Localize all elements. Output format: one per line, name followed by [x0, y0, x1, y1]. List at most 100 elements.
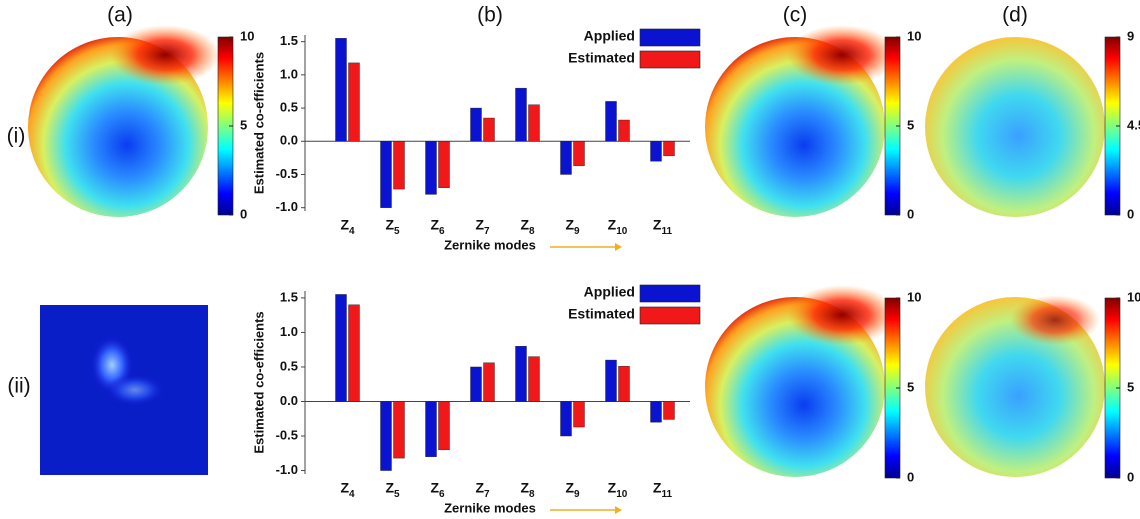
x-axis-label: Zernike modes	[444, 500, 536, 515]
wavefront-map	[1010, 295, 1100, 345]
bar	[336, 294, 347, 401]
y-tick-label: -0.5	[276, 166, 298, 181]
y-axis-label: Estimated co-efficients	[251, 52, 266, 194]
bar	[606, 101, 617, 141]
row-label: (ii)	[7, 375, 30, 398]
colorbar-tick-label: 5	[907, 379, 914, 394]
bar	[381, 401, 392, 470]
wavefront-map	[787, 285, 897, 345]
x-tick-label: Z8	[520, 480, 535, 500]
bar	[529, 357, 540, 402]
bar	[561, 401, 572, 436]
bar	[574, 401, 585, 427]
y-tick-label: 1.5	[280, 33, 298, 48]
bar	[664, 401, 675, 419]
bar	[439, 141, 450, 187]
wavefront-map	[787, 25, 897, 85]
colorbar-tick-label: 10	[240, 28, 254, 43]
x-tick-label: Z8	[520, 217, 535, 237]
y-tick-label: 0.5	[280, 99, 298, 114]
bar	[394, 401, 405, 458]
legend-swatch	[640, 51, 700, 68]
x-tick-label: Z9	[565, 217, 580, 237]
bar	[651, 401, 662, 422]
bar	[516, 88, 527, 141]
arrow-head	[615, 243, 622, 251]
y-tick-label: 1.0	[280, 66, 298, 81]
colorbar-tick-label: 10	[907, 28, 921, 43]
colorbar-tick-label: 0	[240, 206, 247, 221]
wavefront-map	[110, 25, 220, 85]
colorbar-tick-label: 10	[1127, 289, 1140, 304]
bar	[471, 108, 482, 141]
x-tick-label: Z6	[430, 217, 445, 237]
x-tick-label: Z11	[653, 480, 673, 500]
x-tick-label: Z6	[430, 480, 445, 500]
bar	[471, 367, 482, 402]
bar	[606, 360, 617, 401]
legend-swatch	[640, 307, 700, 324]
x-tick-label: Z5	[385, 217, 400, 237]
legend-label: Applied	[584, 28, 635, 44]
colorbar-tick-label: 4.5	[1127, 117, 1140, 132]
row-label: (i)	[7, 125, 26, 148]
panel-label: (c)	[783, 4, 808, 27]
bar	[484, 363, 495, 402]
colorbar-tick-label: 5	[907, 117, 914, 132]
colorbar-tick-label: 5	[1127, 379, 1134, 394]
bar	[426, 141, 437, 194]
bar	[426, 401, 437, 456]
bar	[619, 120, 630, 141]
panel-label: (d)	[1002, 4, 1028, 27]
colorbar-tick-label: 0	[1127, 206, 1134, 221]
x-tick-label: Z5	[385, 480, 400, 500]
x-tick-label: Z4	[340, 217, 355, 237]
panel-label: (b)	[477, 4, 503, 27]
x-tick-label: Z9	[565, 480, 580, 500]
bar	[561, 141, 572, 174]
colorbar-tick-label: 0	[1127, 469, 1134, 484]
legend-swatch	[640, 285, 700, 302]
bar	[381, 141, 392, 207]
panel-label: (a)	[107, 4, 133, 27]
y-tick-label: 0.0	[280, 133, 298, 148]
x-tick-label: Z7	[475, 480, 490, 500]
y-tick-label: -0.5	[276, 427, 298, 442]
y-tick-label: 1.5	[280, 289, 298, 304]
legend-label: Applied	[584, 284, 635, 300]
colorbar-tick-label: 5	[240, 117, 247, 132]
bar	[664, 141, 675, 156]
x-axis-label: Zernike modes	[444, 237, 536, 252]
bar	[439, 401, 450, 449]
figure: (a) (b) (c) (d) (i) (ii) 1.5 1.0 0.5 0.0 -0.…	[0, 0, 1140, 519]
y-tick-label: 0.0	[280, 393, 298, 408]
psf-spot	[105, 374, 165, 406]
x-tick-label: Z4	[340, 480, 355, 500]
bar	[336, 38, 347, 141]
bar	[574, 141, 585, 166]
legend-label: Estimated	[568, 306, 635, 322]
x-tick-label: Z10	[608, 217, 628, 237]
x-tick-label: Z10	[608, 480, 628, 500]
colorbar-tick-label: 9	[1127, 28, 1134, 43]
colorbar-tick-label: 0	[907, 206, 914, 221]
bar	[651, 141, 662, 161]
bar	[484, 118, 495, 141]
legend-label: Estimated	[568, 50, 635, 66]
bar	[349, 305, 360, 402]
wavefront-map	[925, 37, 1105, 217]
legend-swatch	[640, 29, 700, 46]
y-tick-label: -1.0	[276, 199, 298, 214]
y-axis-label: Estimated co-efficients	[251, 311, 266, 453]
colorbar-tick-label: 0	[907, 469, 914, 484]
bar	[394, 141, 405, 189]
bar	[349, 63, 360, 141]
bar	[529, 105, 540, 142]
y-tick-label: 0.5	[280, 358, 298, 373]
y-tick-label: 1.0	[280, 324, 298, 339]
arrow-head	[615, 506, 622, 514]
y-tick-label: -1.0	[276, 462, 298, 477]
bar	[619, 366, 630, 401]
colorbar-tick-label: 10	[907, 289, 921, 304]
x-tick-label: Z7	[475, 217, 490, 237]
